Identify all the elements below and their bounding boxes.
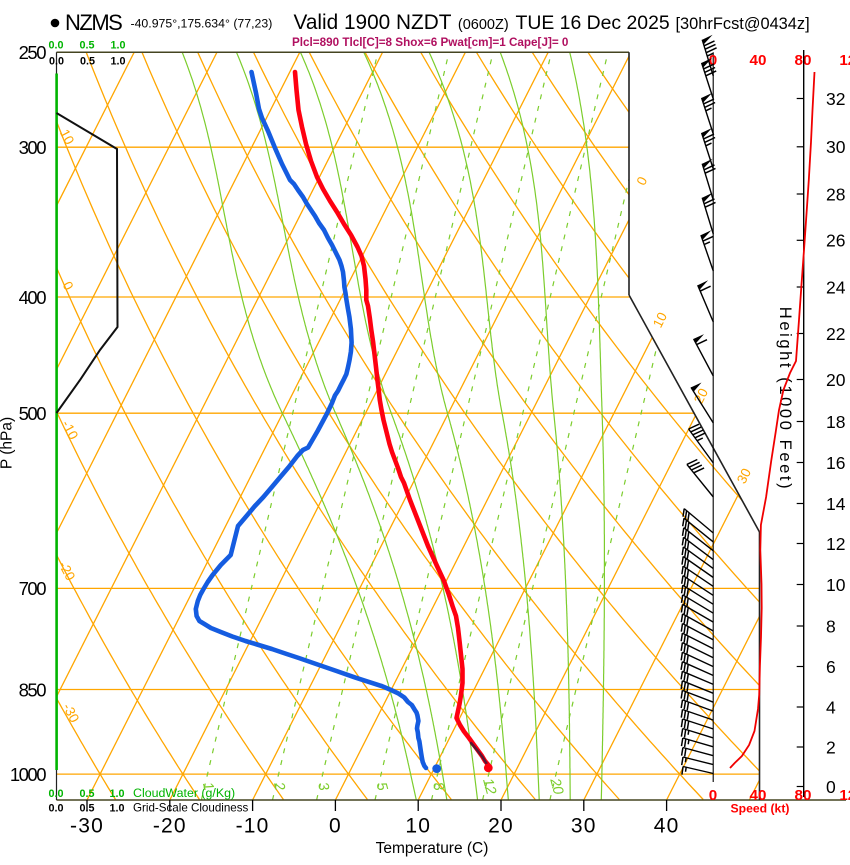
svg-text:6: 6 [826, 657, 836, 677]
svg-text:3: 3 [314, 780, 332, 792]
svg-text:2: 2 [270, 780, 288, 793]
svg-text:0.0: 0.0 [48, 803, 63, 815]
svg-text:120: 120 [839, 52, 850, 69]
svg-text:1000: 1000 [10, 764, 46, 785]
svg-text:Temperature (C): Temperature (C) [376, 840, 489, 857]
svg-text:10: 10 [826, 575, 846, 595]
svg-text:40: 40 [750, 787, 767, 804]
svg-text:32: 32 [826, 89, 845, 109]
svg-text:20: 20 [691, 386, 711, 406]
svg-text:0.0: 0.0 [49, 56, 64, 68]
svg-text:1: 1 [199, 780, 217, 792]
svg-text:8: 8 [826, 616, 836, 636]
svg-text:300: 300 [19, 137, 47, 158]
svg-text:0.5: 0.5 [79, 788, 94, 800]
svg-text:120: 120 [839, 787, 850, 804]
svg-text:20: 20 [488, 815, 514, 838]
svg-text:Speed (kt): Speed (kt) [731, 802, 790, 816]
svg-text:14: 14 [826, 494, 846, 514]
svg-text:40: 40 [654, 815, 680, 838]
svg-text:1.0: 1.0 [110, 40, 125, 52]
svg-text:1.0: 1.0 [110, 56, 125, 68]
svg-text:P (hPa): P (hPa) [0, 417, 16, 469]
svg-text:20: 20 [546, 776, 566, 797]
svg-text:30: 30 [734, 466, 754, 486]
svg-text:-30: -30 [70, 815, 104, 838]
svg-text:850: 850 [19, 679, 47, 700]
svg-text:Height (1000 Feet): Height (1000 Feet) [776, 307, 794, 491]
svg-text:0: 0 [329, 815, 342, 838]
svg-text:250: 250 [19, 42, 47, 63]
svg-text:24: 24 [826, 277, 846, 297]
svg-text:10: 10 [650, 310, 670, 330]
svg-text:0.0: 0.0 [48, 40, 63, 52]
svg-text:0: 0 [826, 777, 836, 797]
svg-text:0.5: 0.5 [79, 40, 94, 52]
svg-text:500: 500 [19, 403, 47, 424]
svg-text:4: 4 [826, 697, 836, 717]
svg-text:CloudWater (g/Kg): CloudWater (g/Kg) [133, 786, 235, 800]
svg-text:Valid 1900 NZDT: Valid 1900 NZDT [294, 11, 452, 34]
svg-text:400: 400 [19, 287, 47, 308]
svg-text:12: 12 [479, 777, 499, 797]
svg-text:30: 30 [826, 137, 846, 157]
svg-text:[30hrFcst@0434z]: [30hrFcst@0434z] [676, 15, 810, 33]
svg-text:-20: -20 [153, 815, 187, 838]
svg-text:28: 28 [826, 184, 845, 204]
svg-text:40: 40 [750, 52, 767, 69]
svg-text:0.5: 0.5 [79, 803, 94, 815]
svg-text:12: 12 [826, 534, 845, 554]
svg-text:10: 10 [57, 127, 77, 147]
svg-text:16: 16 [826, 453, 845, 473]
svg-text:-10: -10 [236, 815, 270, 838]
svg-text:0.0: 0.0 [48, 788, 63, 800]
svg-text:26: 26 [826, 231, 845, 251]
svg-text:30: 30 [571, 815, 597, 838]
svg-text:0: 0 [709, 787, 717, 804]
svg-text:Grid-Scale Cloudiness: Grid-Scale Cloudiness [133, 802, 249, 815]
svg-text:8: 8 [429, 780, 447, 792]
svg-text:(0600Z): (0600Z) [458, 17, 509, 33]
svg-text:10: 10 [405, 815, 431, 838]
svg-text:2: 2 [826, 737, 836, 757]
svg-text:0: 0 [709, 52, 717, 69]
svg-text:TUE 16 Dec 2025: TUE 16 Dec 2025 [516, 12, 670, 34]
svg-text:20: 20 [826, 370, 846, 390]
svg-text:1.0: 1.0 [109, 803, 124, 815]
svg-text:18: 18 [826, 412, 845, 432]
svg-text:700: 700 [19, 578, 47, 599]
svg-text:22: 22 [826, 324, 845, 344]
svg-text:0.5: 0.5 [80, 56, 95, 68]
svg-text:NZMS: NZMS [65, 10, 122, 35]
svg-text:1.0: 1.0 [109, 788, 124, 800]
svg-text:Plcl=890 Tlcl[C]=8 Shox=6 Pwat: Plcl=890 Tlcl[C]=8 Shox=6 Pwat[cm]=1 Cap… [292, 36, 569, 49]
svg-text:-40.975°,175.634° (77,23): -40.975°,175.634° (77,23) [131, 17, 273, 31]
